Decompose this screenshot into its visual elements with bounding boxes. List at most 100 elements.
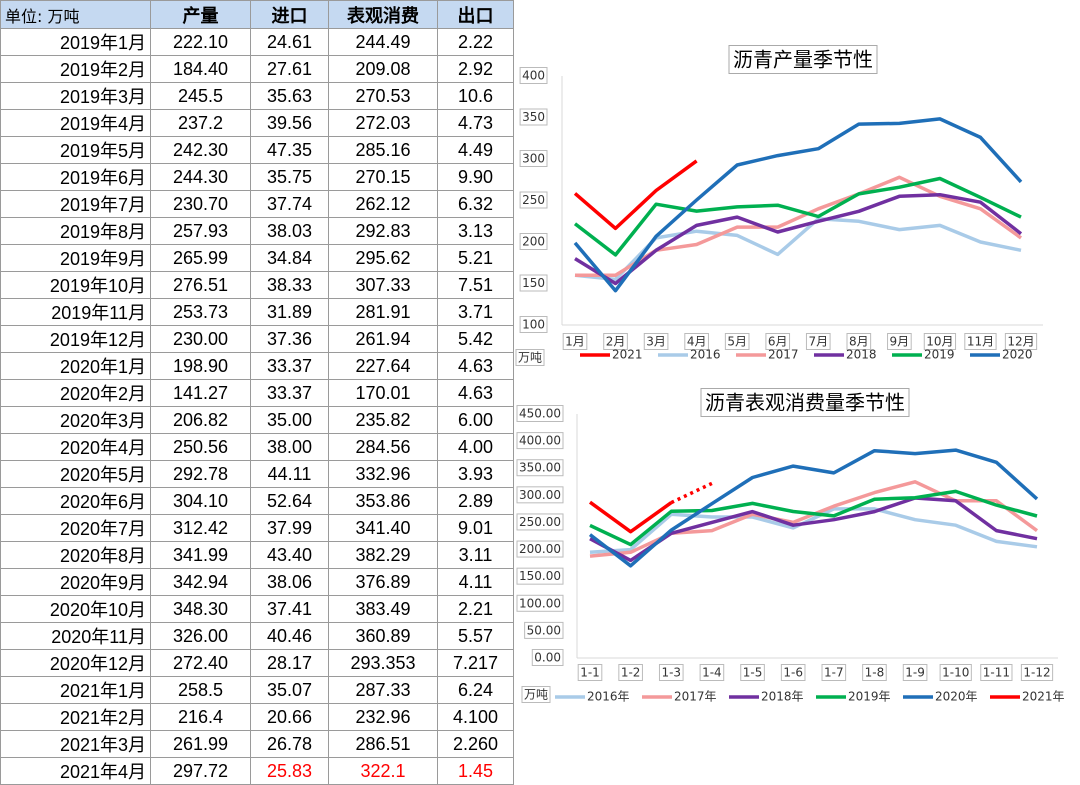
y-tick-label: 350 [522,110,545,124]
table-row: 2020年6月 304.10 52.64 353.86 2.89 [0,487,514,515]
table-cell: 286.51 [328,730,438,758]
series-line [589,507,1038,555]
y-tick-box [516,405,564,422]
table-cell: 2020年1月 [0,352,151,380]
y-tick-box [531,649,564,666]
table-cell: 2021年4月 [0,757,151,785]
legend-label: 2017 [768,348,799,362]
table-cell: 262.12 [328,190,438,218]
table-cell: 244.30 [150,163,251,191]
table-cell: 35.07 [250,676,329,704]
x-tick-label: 1-10 [942,666,969,680]
chart-title: 沥青表观消费量季节性 [705,391,905,415]
table-cell: 285.16 [328,136,438,164]
series-line [589,489,1038,547]
table-cell: 250.56 [150,433,251,461]
unit-box [515,349,545,366]
table-cell: 297.72 [150,757,251,785]
table-row: 2019年10月 276.51 38.33 307.33 7.51 [0,271,514,299]
table-row: 2020年10月 348.30 37.41 383.49 2.21 [0,595,514,623]
x-tick-box [740,664,765,681]
x-tick-label: 1-6 [783,666,803,680]
x-tick-box [618,664,643,681]
x-tick-label: 1-3 [661,666,681,680]
legend-label: 2020年 [935,690,978,704]
x-tick-label: 1-1 [580,666,600,680]
x-tick-box [923,333,957,350]
x-tick-label: 3月 [646,335,666,349]
y-tick-box [519,108,548,126]
table-row: 2019年6月 244.30 35.75 270.15 9.90 [0,163,514,191]
table-cell: 304.10 [150,487,251,515]
x-tick-label: 8月 [849,335,869,349]
table-cell: 24.61 [250,28,329,56]
legend-label: 2021 [612,348,643,362]
x-tick-label: 1-12 [1023,666,1050,680]
table-cell: 141.27 [150,379,251,407]
legend-label: 2018年 [761,690,804,704]
table-cell: 235.82 [328,406,438,434]
x-tick-label: 11月 [967,335,994,349]
header-cell: 单位: 万吨 [0,0,151,29]
y-tick-label: 300 [522,152,545,166]
table-cell: 2021年1月 [0,676,151,704]
x-tick-label: 2月 [606,335,626,349]
table-cell: 10.6 [437,82,514,110]
table-cell: 2020年6月 [0,487,151,515]
table-cell: 26.78 [250,730,329,758]
y-tick-box [516,540,564,558]
y-tick-box [519,150,548,167]
table-cell: 2020年12月 [0,649,151,677]
table-row: 2020年9月 342.94 38.06 376.89 4.11 [0,568,514,596]
y-tick-box [519,316,548,333]
table-cell: 38.06 [250,568,329,596]
x-tick-box [862,664,887,681]
table-row: 2019年7月 230.70 37.74 262.12 6.32 [0,190,514,218]
table-cell: 4.63 [437,379,514,407]
y-tick-label: 150 [522,276,545,290]
series-line [573,176,1022,257]
table-cell: 232.96 [328,703,438,731]
x-tick-box [658,664,684,681]
table-cell: 261.99 [150,730,251,758]
data-table: 单位: 万吨 产量 进口 表观消费 出口 2019年1月 222.10 24.61 244.4… [0,0,514,785]
y-tick-box [516,513,564,531]
legend-label: 2019 [924,348,955,362]
series-line [670,481,713,505]
x-tick-label: 5月 [727,335,747,349]
x-tick-box [684,333,709,350]
y-tick-label: 250.00 [519,515,561,529]
table-cell: 2020年2月 [0,379,151,407]
header-row: 单位: 万吨 产量 进口 表观消费 出口 [0,0,514,29]
x-tick-box [846,333,872,350]
x-tick-box [603,333,628,350]
table-cell: 52.64 [250,487,329,515]
table-cell: 170.01 [328,379,438,407]
table-cell: 184.40 [150,55,251,83]
legend-label: 2016 [690,348,721,362]
table-cell: 209.08 [328,55,438,83]
title-box [728,45,878,74]
table-cell: 2021年2月 [0,703,151,731]
x-tick-box [805,333,831,350]
x-tick-label: 1-5 [743,666,763,680]
x-tick-label: 7月 [808,335,828,349]
x-tick-box [577,664,603,681]
table-cell: 2019年3月 [0,82,151,110]
table-cell: 2.92 [437,55,514,83]
table-cell: 31.89 [250,298,329,326]
table-row: 2019年1月 222.10 24.61 244.49 2.22 [0,28,514,56]
table-cell: 281.91 [328,298,438,326]
x-tick-label: 1-11 [983,666,1010,680]
table-cell: 293.353 [328,649,438,677]
table-row: 2019年9月 265.99 34.84 295.62 5.21 [0,244,514,272]
header-cell: 表观消费 [328,0,438,29]
y-tick-label: 200 [522,235,545,249]
y-tick-label: 400.00 [519,434,561,448]
series-line [588,500,673,534]
chart-title: 沥青产量季节性 [733,48,873,72]
table-cell: 37.74 [250,190,329,218]
table-cell: 2.260 [437,730,514,758]
table-cell: 2019年9月 [0,244,151,272]
